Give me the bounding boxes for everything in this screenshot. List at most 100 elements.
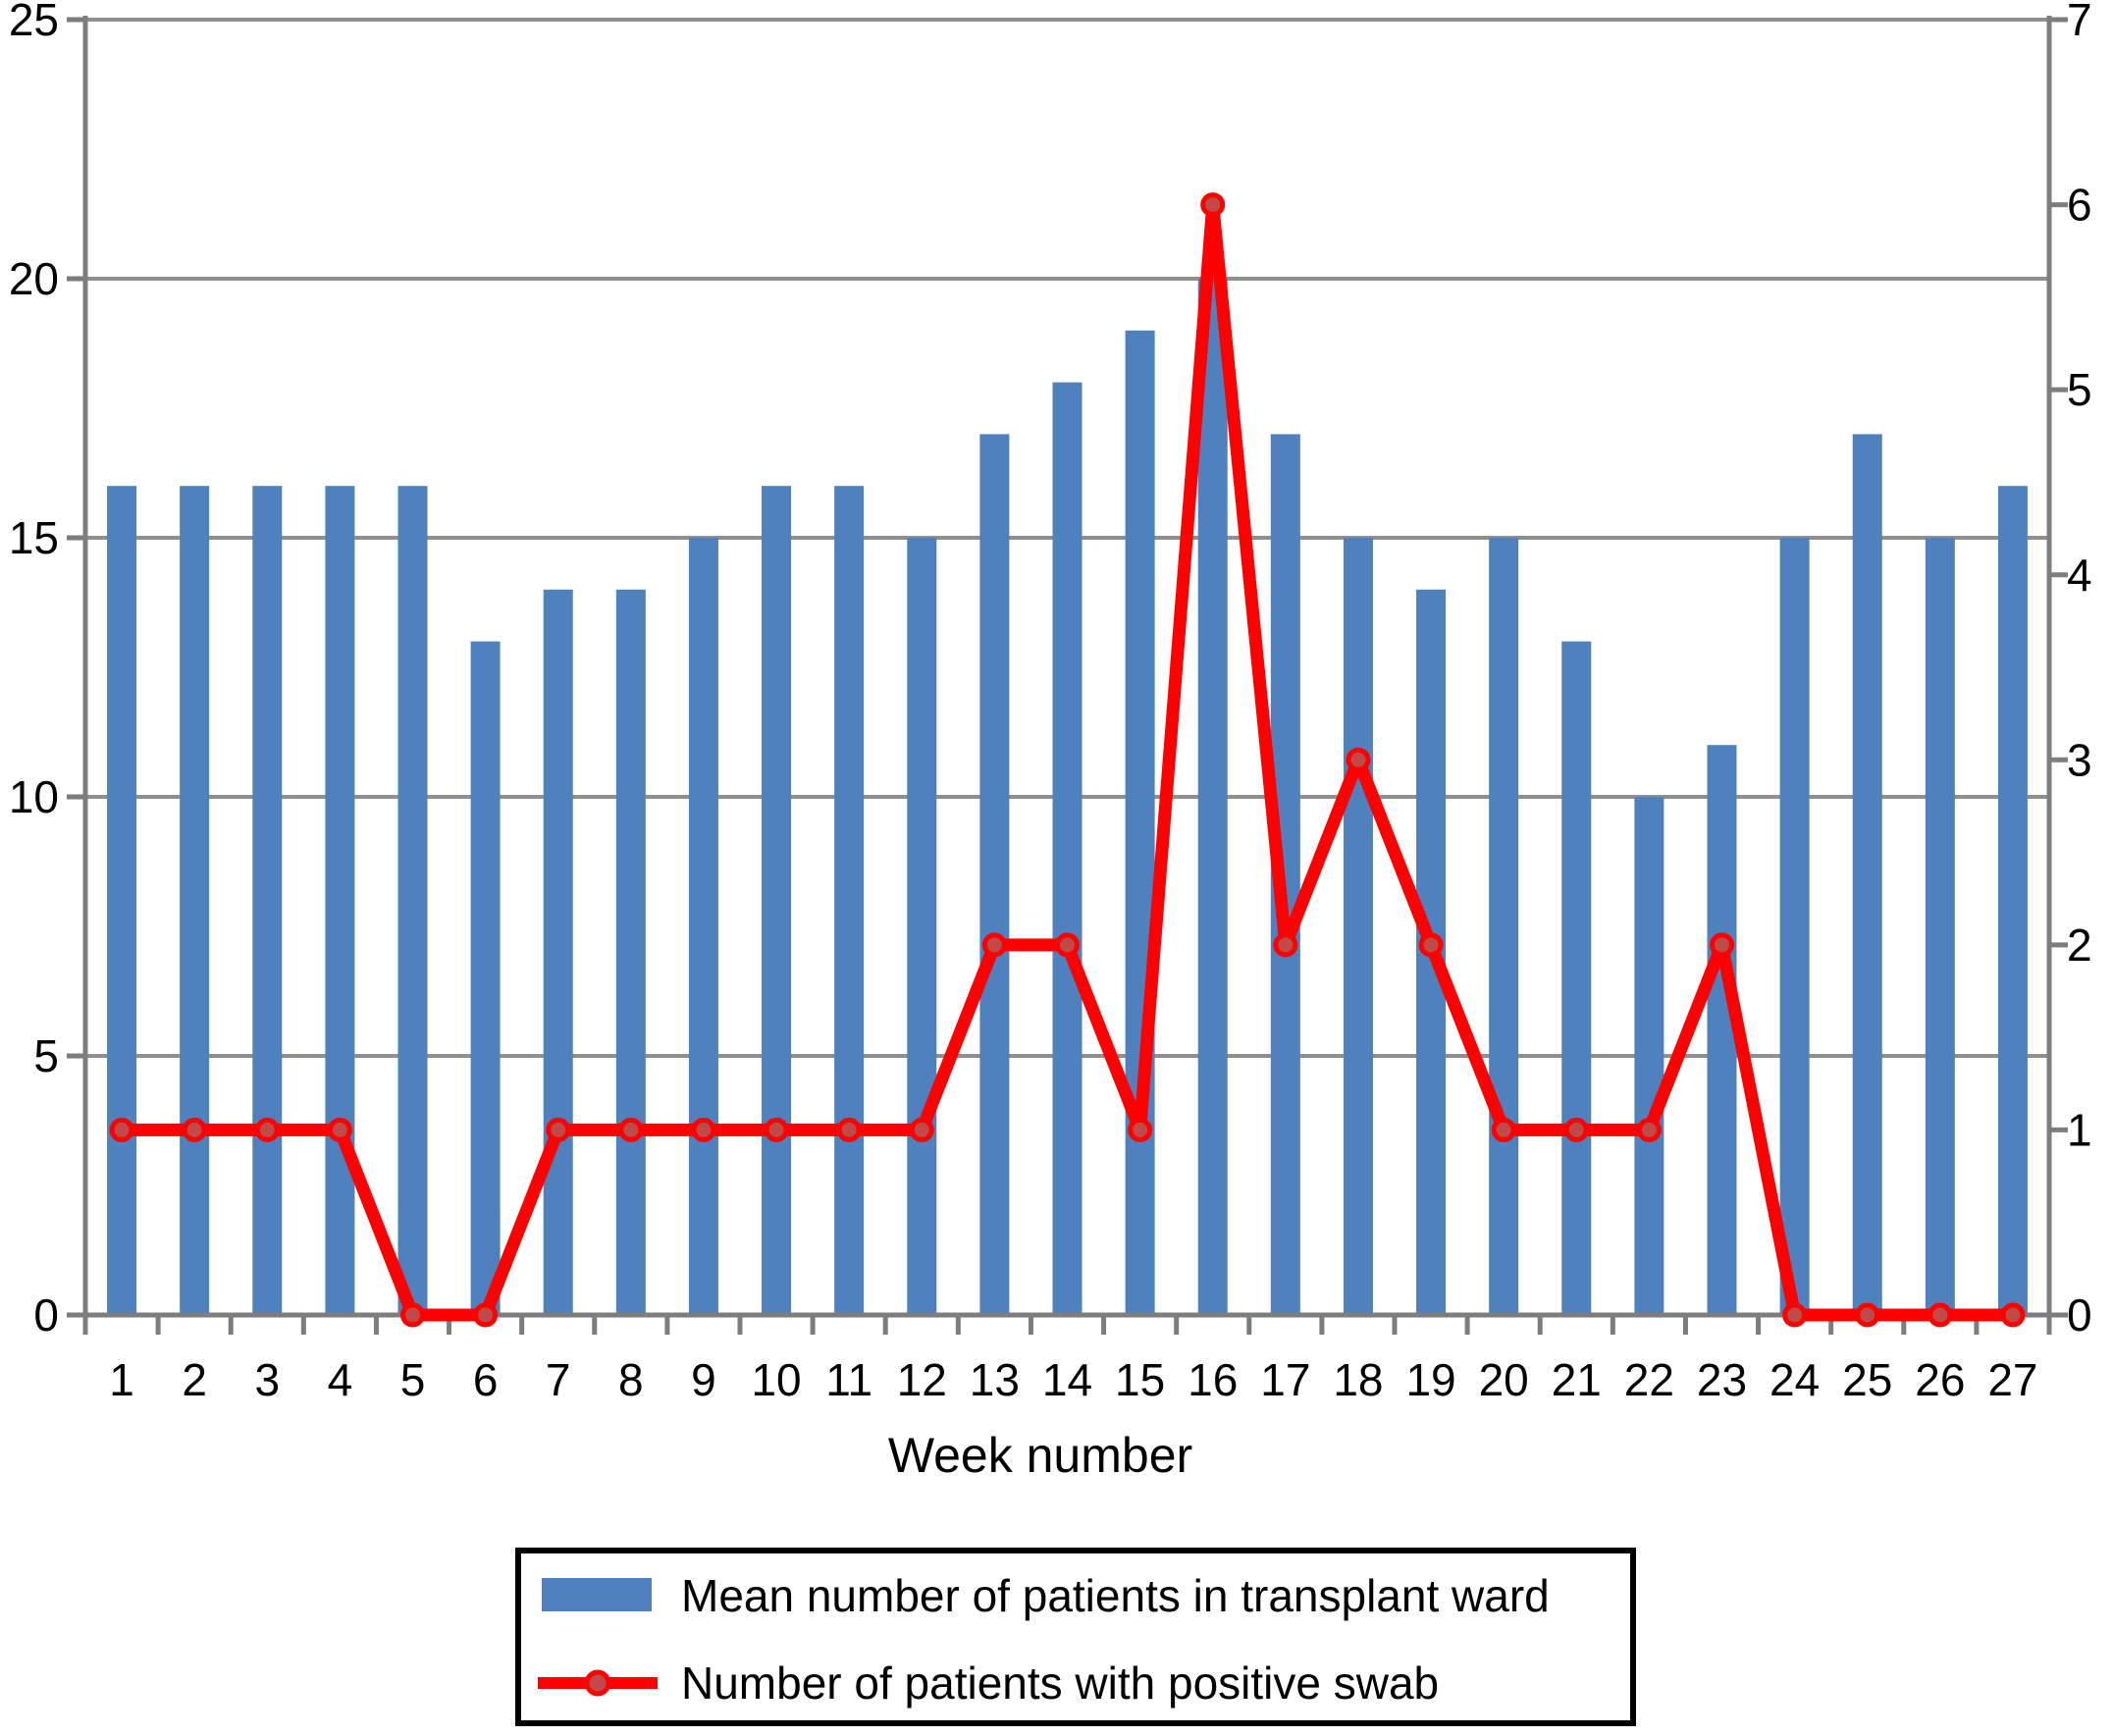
right-axis-tick-labels: 0 1 2 3 4 5 6 7 [2067,0,2092,1341]
x-tick-label-20: 20 [1479,1354,1529,1405]
x-tick-label-21: 21 [1552,1354,1602,1405]
right-tick-label-5: 5 [2067,364,2092,415]
marker-week-17 [1273,932,1298,958]
bar-week-25 [1852,434,1882,1315]
legend-bar-label: Mean number of patients in transplant wa… [681,1570,1550,1621]
left-tick-label-25: 25 [9,0,59,45]
right-tick-label-6: 6 [2067,180,2092,231]
bar-week-27 [1997,486,2028,1315]
marker-week-20 [1491,1117,1516,1142]
marker-week-1 [109,1117,134,1142]
right-tick-label-2: 2 [2067,920,2092,971]
x-tick-label-18: 18 [1333,1354,1383,1405]
x-tick-label-19: 19 [1405,1354,1455,1405]
bar-week-18 [1343,538,1373,1315]
marker-week-7 [546,1117,571,1142]
x-tick-label-3: 3 [254,1354,280,1405]
marker-week-8 [618,1117,644,1142]
marker-week-26 [1928,1302,1953,1328]
bar-week-24 [1779,538,1810,1315]
marker-week-6 [473,1302,499,1328]
line-markers [109,192,2026,1328]
x-tick-label-10: 10 [751,1354,801,1405]
marker-week-15 [1128,1117,1153,1142]
legend-box [515,1548,1636,1726]
marker-week-10 [764,1117,789,1142]
x-tick-label-15: 15 [1115,1354,1165,1405]
bar-week-2 [180,486,210,1315]
bar-week-5 [397,486,428,1315]
x-tick-label-26: 26 [1915,1354,1965,1405]
marker-week-18 [1346,747,1371,772]
x-tick-label-22: 22 [1624,1354,1674,1405]
right-tick-label-1: 1 [2067,1105,2092,1156]
bar-week-10 [762,486,792,1315]
left-axis-tick-labels: 0 5 10 15 20 25 [9,0,59,1341]
bar-week-11 [834,486,865,1315]
bar-week-3 [252,486,283,1315]
marker-week-24 [1782,1302,1808,1328]
x-tick-label-12: 12 [897,1354,947,1405]
left-tick-label-10: 10 [9,771,59,822]
x-axis-tick-labels: 1 2 3 4 5 6 7 8 9 10 11 12 13 14 15 16 17 18 19 20 21 22 23 24 2… [109,1354,2037,1405]
bar-week-23 [1707,745,1737,1315]
x-tick-label-7: 7 [546,1354,571,1405]
legend-line-label: Number of patients with positive swab [681,1657,1439,1709]
x-tick-label-4: 4 [328,1354,353,1405]
left-tick-label-5: 5 [33,1030,59,1081]
legend: Mean number of patients in transplant wa… [515,1548,1636,1726]
marker-week-11 [836,1117,862,1142]
right-tick-label-3: 3 [2067,734,2092,785]
marker-week-16 [1200,192,1226,218]
x-tick-label-6: 6 [473,1354,499,1405]
marker-week-19 [1418,932,1444,958]
x-tick-label-24: 24 [1770,1354,1820,1405]
x-tick-label-1: 1 [109,1354,134,1405]
marker-week-9 [691,1117,716,1142]
x-axis-title: Week number [888,1428,1192,1483]
left-tick-label-20: 20 [9,253,59,304]
marker-week-13 [981,932,1007,958]
legend-bar-swatch [542,1578,652,1611]
x-tick-label-27: 27 [1987,1354,2037,1405]
marker-week-14 [1055,932,1080,958]
bar-week-26 [1925,538,1955,1315]
right-tick-label-0: 0 [2067,1289,2092,1341]
x-tick-label-9: 9 [691,1354,716,1405]
marker-week-21 [1563,1117,1589,1142]
x-tick-label-23: 23 [1697,1354,1747,1405]
left-tick-label-0: 0 [33,1289,59,1341]
bar-week-6 [470,641,501,1315]
bar-week-16 [1197,279,1228,1315]
legend-line-marker-icon [584,1669,611,1697]
bar-week-12 [907,538,937,1315]
x-tick-label-13: 13 [970,1354,1020,1405]
marker-week-23 [1710,932,1734,958]
bar-week-21 [1561,641,1592,1315]
right-tick-label-4: 4 [2067,550,2092,601]
x-tick-label-11: 11 [825,1354,872,1405]
marker-week-12 [909,1117,934,1142]
right-tick-label-7: 7 [2067,0,2092,45]
bar-week-14 [1052,382,1083,1316]
bar-week-4 [325,486,355,1315]
marker-week-4 [327,1117,352,1142]
bar-week-1 [107,486,137,1315]
bar-week-8 [615,589,646,1315]
x-tick-label-25: 25 [1842,1354,1892,1405]
marker-week-2 [182,1117,207,1142]
x-tick-label-16: 16 [1188,1354,1238,1405]
marker-week-27 [2000,1302,2026,1328]
bar-series [107,279,2028,1316]
x-tick-label-14: 14 [1042,1354,1092,1405]
x-tick-label-5: 5 [400,1354,426,1405]
x-tick-label-2: 2 [182,1354,207,1405]
marker-week-22 [1636,1117,1662,1142]
bar-week-22 [1634,797,1664,1315]
bar-week-20 [1489,538,1519,1315]
marker-week-5 [400,1302,425,1328]
bar-week-13 [979,434,1010,1315]
marker-week-3 [254,1117,280,1142]
left-tick-label-15: 15 [9,512,59,563]
